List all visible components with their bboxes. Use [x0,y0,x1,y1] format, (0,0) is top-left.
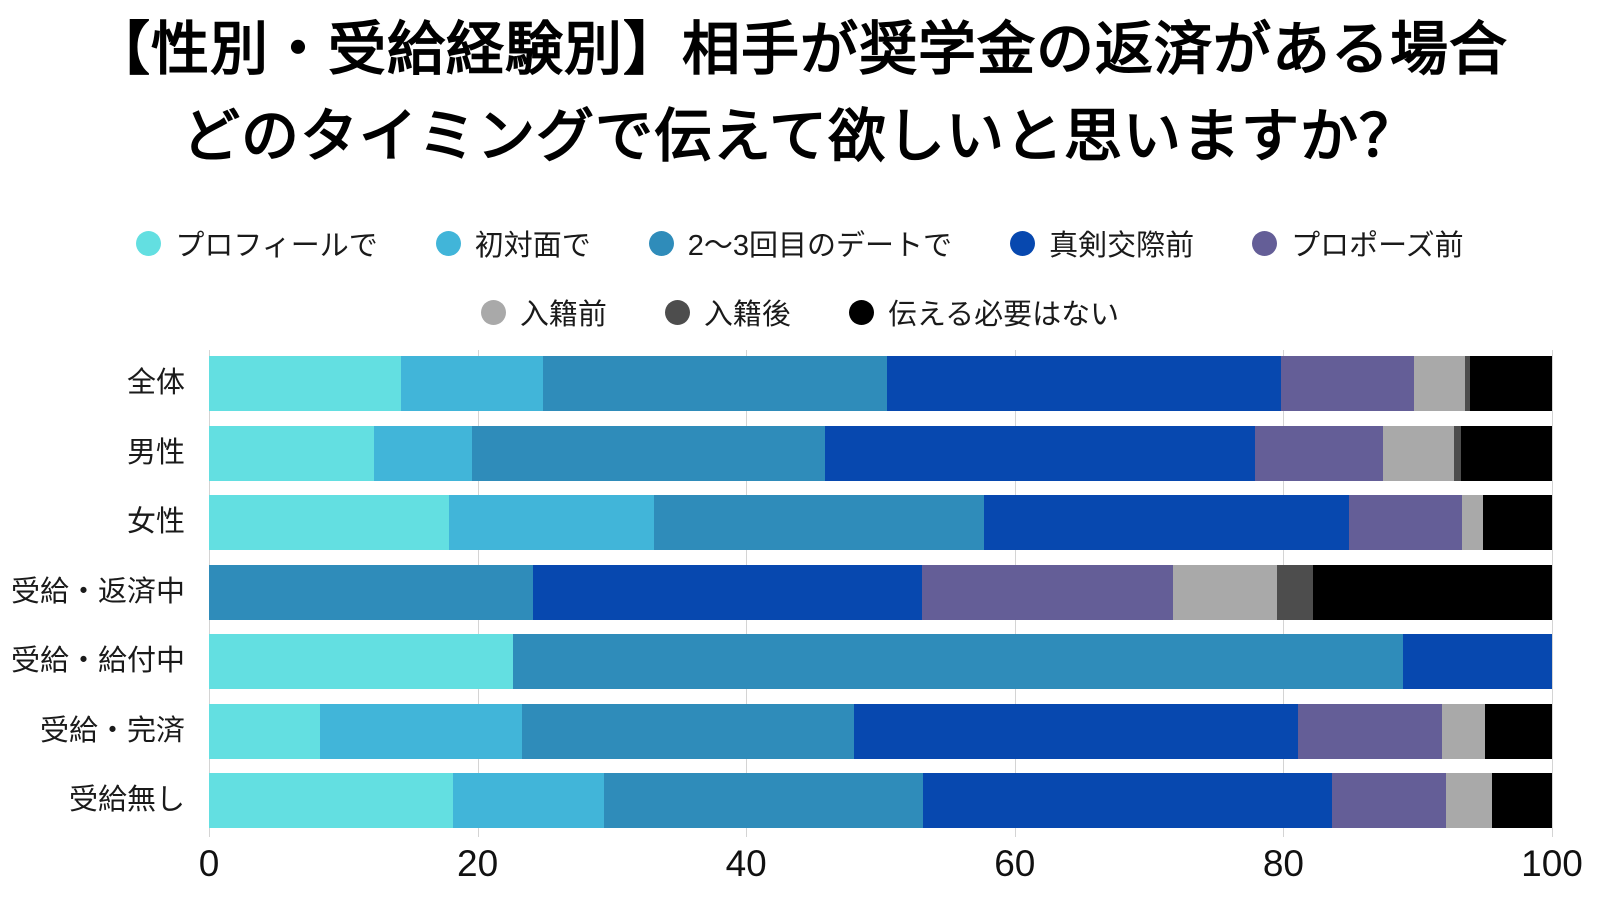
bar-segment [1470,356,1552,411]
bar-segment [1276,564,1313,620]
bar-segment [374,425,473,481]
x-axis-tick-label: 0 [198,843,220,884]
legend-item: 入籍前 [480,291,607,333]
y-axis-label: 女性 [126,506,185,538]
bar-row [209,564,1552,620]
legend-label: 入籍後 [703,299,791,331]
bar-segment [1382,425,1454,481]
bar-segment [453,773,604,828]
bar-segment [1331,773,1446,828]
legend-label: 初対面で [474,230,591,262]
bar-segment [1461,495,1484,550]
bar-segment [209,703,321,759]
legend-marker-icon [1252,230,1278,256]
bar-segment [209,425,375,481]
legend-label: 真剣交際前 [1049,230,1195,262]
bar-segment [1483,495,1552,550]
x-axis-tick-label: 40 [725,843,767,884]
bar-segment [1312,564,1552,620]
bar-segment [1280,356,1414,411]
legend-marker-icon [1010,230,1036,256]
chart-title: 【性別・受給経験別】相手が奨学金の返済がある場合 どのタイミングで伝えて欲しいと思… [0,6,1600,180]
y-axis-label: 受給・完済 [39,714,185,747]
legend-item: 2〜3回目のデートで [648,222,953,264]
legend-marker-icon [648,230,674,256]
bar-segment [543,356,888,411]
bar-row [209,634,1552,689]
bar-segment [603,773,924,828]
x-axis-tick-label: 20 [457,843,499,884]
y-axis-label: 受給・返済中 [10,575,185,608]
chart-title-line2: どのタイミングで伝えて欲しいと思いますか？ [181,104,1419,169]
bar-segment [1441,703,1485,759]
legend-row-2: 入籍前 入籍後 伝える必要はない [0,291,1600,333]
bar-segment [1460,425,1552,481]
x-axis-tick-label: 80 [1262,843,1304,884]
y-axis-label: 受給・給付中 [10,645,185,677]
bar-segment [923,773,1332,828]
bar-segment [512,634,1403,689]
bar-segment [209,356,402,411]
legend-item: 入籍後 [664,291,791,333]
legend-item: 真剣交際前 [1010,222,1194,264]
bar-segment [209,495,450,550]
legend-marker-icon [848,299,874,325]
bar-row [209,356,1552,411]
bar-segment [532,564,923,620]
legend-marker-icon [136,230,162,256]
legend-label: 伝える必要はない [887,299,1120,331]
legend-label: プロポーズ前 [1291,230,1464,262]
legend-marker-icon [664,299,690,325]
bar-segment [1255,425,1383,481]
bar-segment [825,425,1256,481]
bar-segment [1298,703,1442,759]
bar-segment [1173,564,1277,620]
bar-segment [853,703,1299,759]
bar-segment [1349,495,1462,550]
bar-segment [983,495,1350,550]
y-axis-label: 男性 [126,436,185,469]
legend-item: 伝える必要はない [848,291,1120,333]
bar-segment [209,773,454,828]
bar-segment [922,564,1174,620]
bar-segment [320,703,522,759]
chart-title-line1: 【性別・受給経験別】相手が奨学金の返済がある場合 [91,17,1508,82]
bar-segment [521,703,854,759]
bar-segment [1413,356,1465,411]
bar-segment [209,634,513,689]
bar-segment [1453,425,1461,481]
bar-row [209,773,1552,828]
bar-segment [1484,703,1552,759]
bar-row [209,703,1552,759]
bar-segment [449,495,654,550]
y-axis-label: 受給無し [68,784,185,816]
x-axis-tick-label: 100 [1521,843,1583,884]
bar-segment [1464,356,1471,411]
legend-label: 2〜3回目のデートで [687,230,953,262]
plot-area [209,350,1553,837]
bar-row [209,425,1552,481]
bar-segment [1491,773,1552,828]
legend-item: プロポーズ前 [1252,222,1464,264]
legend-marker-icon [480,299,506,325]
y-axis-label: 全体 [126,367,185,399]
gridline [1552,350,1553,837]
legend-label: プロフィールで [175,230,378,262]
bar-segment [401,356,544,411]
bar-segment [472,425,826,481]
bar-segment [209,564,533,620]
x-axis-tick-label: 60 [994,843,1036,884]
legend-marker-icon [435,230,461,256]
bar-segment [1445,773,1492,828]
legend-item: プロフィールで [136,222,378,264]
bar-segment [887,356,1281,411]
legend-item: 初対面で [435,222,591,264]
bar-segment [653,495,984,550]
legend-row-1: プロフィールで 初対面で 2〜3回目のデートで 真剣交際前 プロポーズ前 [0,222,1600,264]
legend-label: 入籍前 [519,299,607,331]
bar-row [209,495,1552,550]
bar-segment [1402,634,1552,689]
